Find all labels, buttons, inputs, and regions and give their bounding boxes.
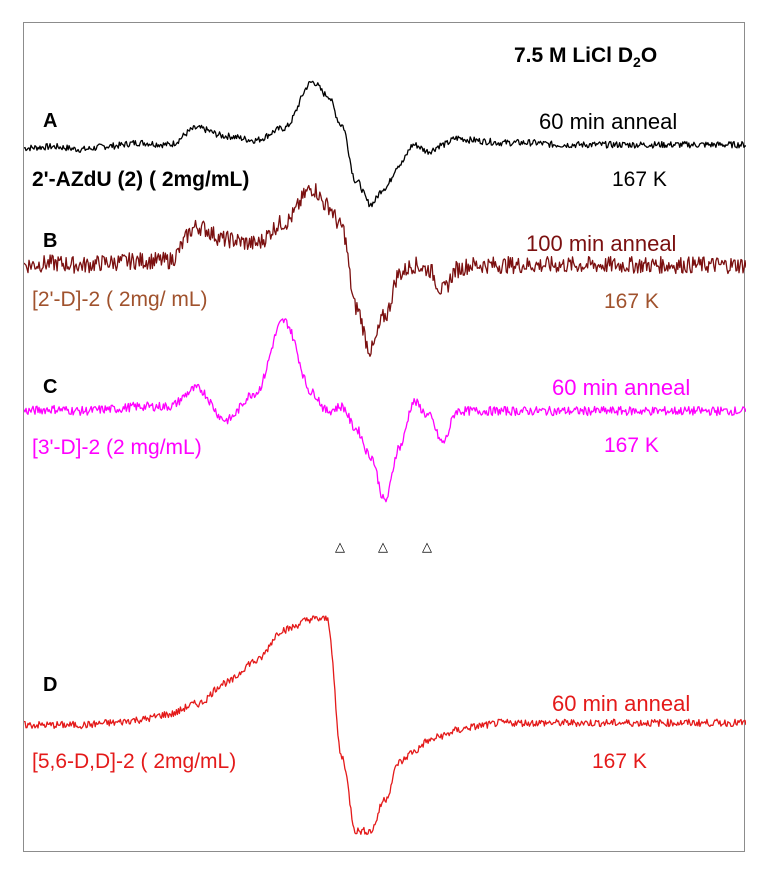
spectrum-trace-b [24, 183, 746, 357]
panel-c-anneal: 60 min anneal [552, 375, 691, 400]
marker-2: △ [378, 540, 388, 555]
panel-a-anneal: 60 min anneal [539, 109, 678, 134]
title-main: 7.5 M LiCl D [514, 44, 634, 67]
panel-b-temp: 167 K [604, 290, 659, 313]
marker-1: △ [335, 540, 345, 555]
panel-b-sample: [2'-D]-2 ( 2mg/ mL) [32, 288, 208, 311]
panel-a-letter: A [43, 110, 58, 132]
panel-a-temp: 167 K [612, 168, 667, 191]
spectra-plot [24, 80, 746, 836]
panel-c-sample: [3'-D]-2 (2 mg/mL) [32, 436, 202, 459]
panel-d-anneal: 60 min anneal [552, 691, 691, 716]
spectrum-trace-d [24, 615, 746, 836]
panel-d-letter: D [43, 674, 58, 696]
panel-b-anneal: 100 min anneal [526, 231, 677, 256]
spectrum-trace-a [24, 80, 746, 208]
marker-3: △ [422, 540, 432, 555]
title-end: O [640, 44, 658, 67]
panel-a-sample: 2'-AZdU (2) ( 2mg/mL) [32, 168, 250, 191]
panel-c-letter: C [43, 376, 58, 398]
figure-frame: 7.5 M LiCl D2O A 60 min anneal 2'-AZdU (… [23, 22, 746, 852]
chart-title: 7.5 M LiCl D2O [514, 45, 657, 69]
panel-b-letter: B [43, 230, 58, 252]
panel-d-sample: [5,6-D,D]-2 ( 2mg/mL) [32, 750, 237, 773]
spectrum-trace-c [24, 318, 746, 503]
title-subscript: 2 [633, 54, 641, 71]
panel-d-temp: 167 K [592, 750, 647, 773]
panel-c-temp: 167 K [604, 434, 659, 457]
